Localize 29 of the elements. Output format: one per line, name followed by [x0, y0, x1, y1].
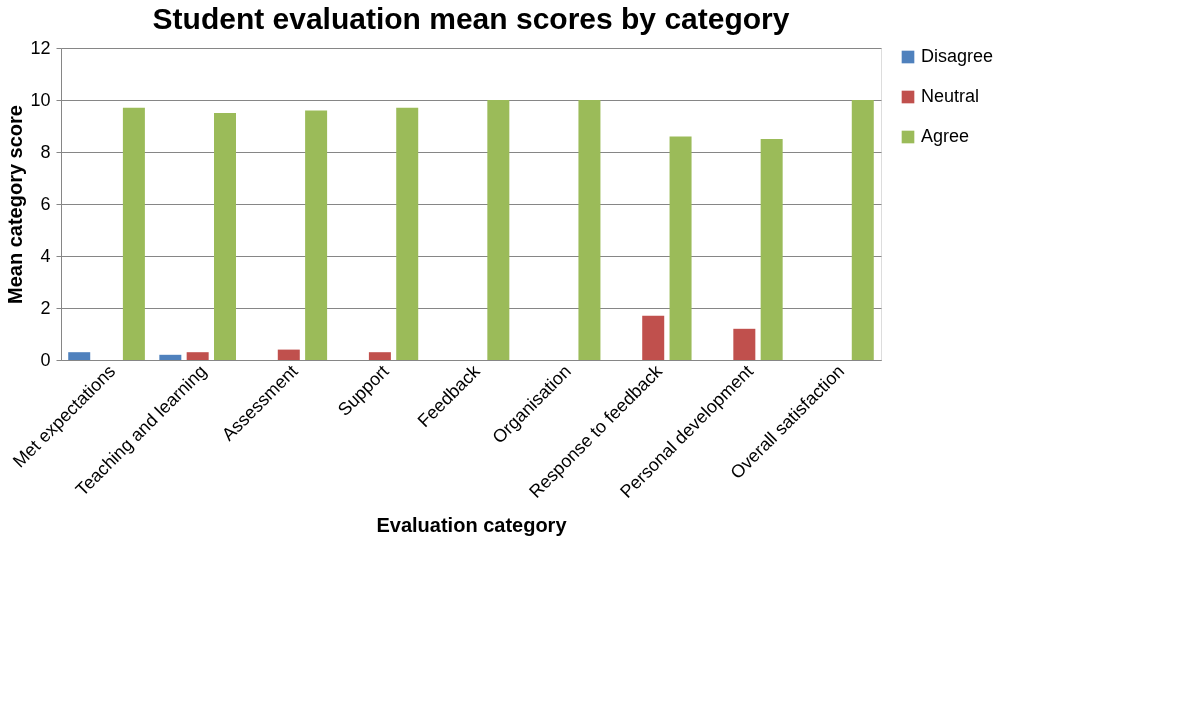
bar	[396, 107, 419, 360]
bar	[760, 139, 783, 360]
y-tick-label: 4	[40, 245, 51, 266]
bar	[642, 315, 665, 360]
legend-label: Disagree	[921, 46, 994, 66]
legend-label: Agree	[921, 126, 970, 146]
bar	[68, 352, 91, 360]
bar	[851, 100, 874, 360]
y-axis-title: Mean category score	[4, 105, 27, 304]
bar	[305, 110, 328, 360]
y-tick-label: 10	[30, 89, 51, 110]
y-tick-label: 2	[40, 297, 51, 318]
bar	[368, 352, 391, 360]
bar	[122, 107, 145, 360]
bar	[277, 349, 300, 360]
bar	[669, 136, 692, 360]
bar	[159, 354, 182, 360]
bar	[487, 100, 510, 360]
x-axis-title: Evaluation category	[376, 513, 568, 536]
y-tick-label: 0	[40, 349, 51, 370]
bar	[214, 113, 236, 360]
y-tick-label: 8	[40, 141, 51, 162]
chart-title: Student evaluation mean scores by category	[152, 2, 790, 35]
y-tick-label: 12	[30, 37, 51, 58]
bar	[186, 352, 209, 360]
y-tick-label: 6	[40, 193, 51, 214]
bar	[733, 328, 756, 360]
legend-label: Neutral	[921, 86, 980, 106]
bar	[578, 100, 601, 360]
